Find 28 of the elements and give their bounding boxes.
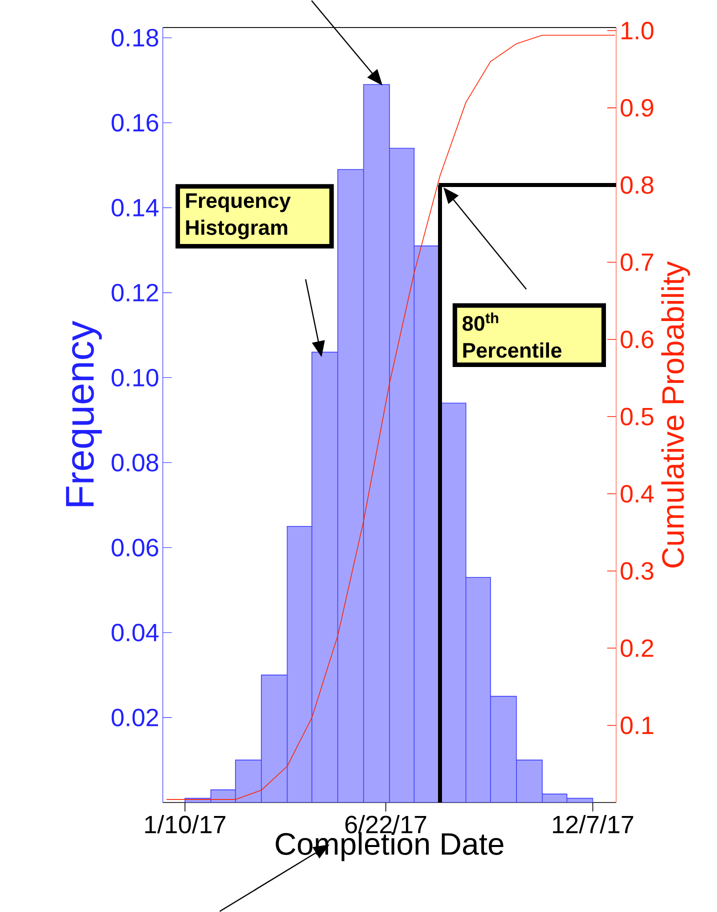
y2-tick-label: 0.6 — [620, 330, 654, 348]
x-axis-title: Completion Date — [276, 832, 504, 862]
y-tick-label: 0.18 — [112, 28, 158, 47]
y-tick-label: 0.04 — [112, 624, 159, 642]
y2-tick-label: 0.2 — [620, 639, 654, 658]
y2-tick-label: 0.4 — [620, 484, 654, 503]
x-tick-label: 1/10/17 — [145, 815, 226, 834]
text: 80$^{th}$ Percentile — [462, 312, 562, 358]
annotation: Frequency Histogram — [186, 193, 291, 240]
y2-tick-label: 0.5 — [620, 408, 654, 426]
y2-tick-label: 0.7 — [620, 253, 654, 272]
x-tick-label: 12/7/17 — [553, 815, 634, 834]
y-tick-label: 0.02 — [112, 708, 158, 726]
y2-tick-label: 1.0 — [622, 22, 654, 40]
y-tick-label: 0.14 — [112, 198, 159, 217]
y2-tick-label: 0.8 — [620, 176, 654, 194]
y-tick-label: 0.08 — [112, 454, 158, 472]
x-tick-label: 6/22/17 — [345, 815, 426, 834]
y2-axis-title: Cumulative Probability — [661, 261, 690, 568]
line-series — [166, 34, 616, 800]
y-tick-label: 0.12 — [112, 284, 158, 302]
y-tick-label: 0.10 — [112, 368, 158, 387]
y-tick-label: 0.16 — [112, 114, 158, 132]
y2-tick-label: 0.1 — [620, 716, 654, 734]
y2-tick-label: 0.3 — [620, 562, 654, 580]
y-tick-label: 0.06 — [112, 538, 158, 556]
y2-tick-label: 0.9 — [620, 99, 654, 117]
y-axis-title: Frequency — [66, 320, 102, 506]
